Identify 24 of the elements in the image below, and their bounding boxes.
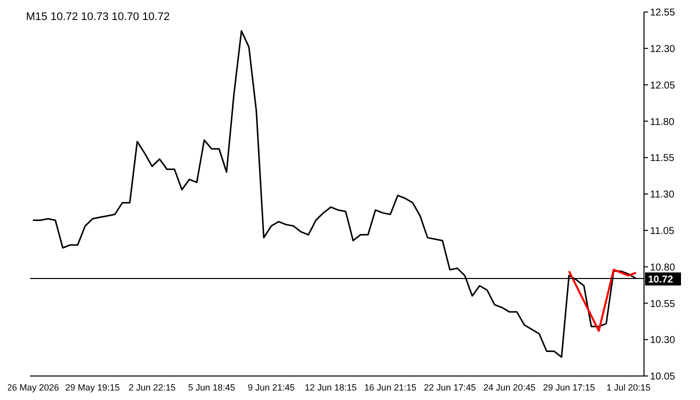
x-tick-label: 9 Jun 21:45 xyxy=(248,382,295,392)
x-tick-label: 22 Jun 17:45 xyxy=(424,382,476,392)
y-tick-label: 11.80 xyxy=(650,116,675,128)
y-tick-label: 11.55 xyxy=(650,153,675,164)
y-tick-label: 10.05 xyxy=(650,372,676,383)
y-tick-label: 10.55 xyxy=(650,298,676,310)
y-tick-label: 12.05 xyxy=(650,80,676,92)
x-tick-label: 29 Jun 17:15 xyxy=(542,382,596,392)
chart-title: M15 10.72 10.73 10.70 10.72 xyxy=(26,11,170,23)
x-tick-label: 12 Jun 18:15 xyxy=(304,382,357,392)
y-tick-label: 11.05 xyxy=(650,226,675,237)
x-tick-label: 16 Jun 21:15 xyxy=(364,382,416,392)
x-tick-label: 29 May 19:15 xyxy=(65,382,120,392)
y-tick-label: 10.30 xyxy=(650,335,676,346)
y-tick-label: 11.30 xyxy=(650,190,675,201)
line-series xyxy=(568,268,637,332)
x-tick-label: 5 Jun 18:45 xyxy=(188,382,236,392)
y-tick-label: 12.55 xyxy=(650,8,676,19)
x-tick-label: 1 Jul 20:15 xyxy=(606,382,651,392)
x-tick-label: 24 Jun 20:45 xyxy=(483,382,536,392)
ref-line-label: 10.72 xyxy=(648,274,674,286)
x-tick-label: 2 Jun 22:15 xyxy=(128,382,176,392)
y-tick-label: 12.30 xyxy=(650,44,676,55)
y-tick-label: 10.80 xyxy=(650,262,676,274)
